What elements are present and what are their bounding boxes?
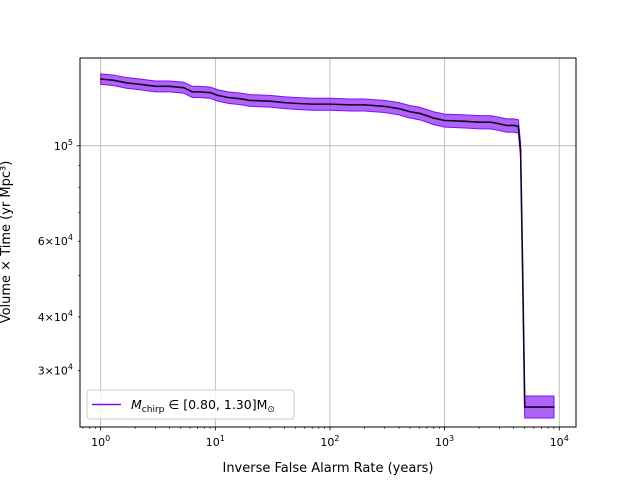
series-point — [329, 103, 331, 105]
series-point — [498, 123, 501, 125]
series-point — [294, 102, 297, 105]
x-tick-label: 103 — [435, 434, 454, 449]
series-point — [216, 94, 219, 97]
series-point — [521, 274, 524, 277]
series-point — [168, 85, 171, 88]
x-axis-label: Inverse False Alarm Rate (years) — [222, 461, 433, 476]
series-point — [249, 99, 251, 102]
series-point — [398, 107, 400, 110]
series-point — [196, 91, 199, 93]
plot-frame — [79, 57, 577, 428]
series-point — [139, 83, 141, 86]
series-point — [418, 112, 420, 115]
series-point — [432, 117, 435, 119]
y-tick-label: 3×104 — [38, 363, 73, 378]
series-point — [283, 101, 286, 104]
y-tick-label: 4×104 — [38, 309, 73, 324]
legend: Mchirp ∈ [0.80, 1.30]M⊙ — [86, 389, 295, 420]
series-point — [349, 104, 351, 106]
y-tick-label: 105 — [54, 138, 73, 153]
series-point — [463, 120, 466, 123]
series-point — [269, 100, 271, 102]
series-point — [240, 98, 243, 100]
confidence-band — [100, 73, 555, 419]
series-point — [383, 105, 386, 108]
series-band — [100, 73, 555, 419]
series-point — [489, 121, 492, 123]
y-tick-label: 6×104 — [38, 233, 73, 248]
x-tick-label: 100 — [91, 434, 110, 449]
series-point — [182, 86, 185, 89]
series-point — [443, 119, 446, 122]
series-point — [363, 104, 366, 106]
axis-ticks: 100 101 102 103 104 3×104 4×104 6×104 105 — [38, 138, 569, 449]
y-axis-label: Volume × Time (yr Mpc³) — [0, 161, 14, 324]
series-point — [519, 149, 522, 152]
series-point — [311, 103, 314, 105]
series-point — [426, 114, 428, 117]
series-point — [99, 78, 102, 80]
series-point — [553, 406, 555, 408]
series-point — [191, 91, 194, 93]
series-line — [99, 78, 555, 408]
series-point — [506, 124, 508, 127]
plot-area — [80, 58, 576, 427]
series-point — [523, 406, 526, 408]
series-point — [112, 79, 115, 82]
series-point — [209, 91, 211, 94]
series-point — [409, 110, 411, 113]
x-tick-label: 102 — [320, 434, 339, 449]
series-point — [154, 85, 157, 88]
series-point — [478, 121, 480, 123]
series-point — [227, 96, 230, 99]
legend-label: Mchirp ∈ [0.80, 1.30]M⊙ — [131, 397, 275, 415]
x-tick-label: 104 — [550, 434, 569, 449]
legend-box — [86, 389, 295, 420]
x-tick-label: 101 — [206, 434, 225, 449]
series-point — [517, 125, 520, 128]
series-point — [126, 82, 128, 84]
series-point — [512, 124, 515, 127]
